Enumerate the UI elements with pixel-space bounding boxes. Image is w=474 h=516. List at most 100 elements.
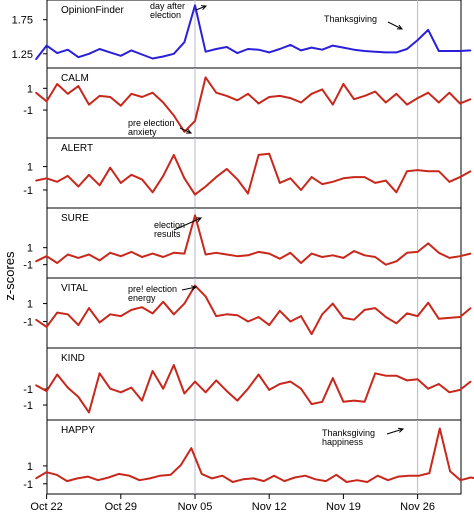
panel-title: ALERT — [61, 143, 93, 154]
data-point — [120, 391, 122, 394]
data-point — [141, 399, 143, 402]
data-point — [385, 374, 387, 377]
data-point — [88, 53, 90, 55]
data-point — [279, 383, 281, 385]
data-point — [342, 177, 345, 180]
data-point — [151, 57, 154, 60]
data-point — [183, 302, 186, 305]
data-point — [211, 477, 213, 480]
panel-frame — [46, 207, 462, 279]
data-point — [215, 379, 217, 382]
data-point — [221, 474, 224, 477]
data-point — [406, 379, 408, 382]
data-point — [88, 411, 90, 414]
data-point — [427, 242, 430, 245]
data-point — [395, 191, 398, 194]
data-point — [257, 102, 260, 105]
data-point — [289, 320, 292, 323]
x-tick-label: Nov 12 — [252, 501, 287, 513]
annotation-arrow — [386, 428, 404, 435]
annotation-arrow — [179, 127, 192, 134]
data-point — [98, 184, 101, 187]
data-point — [363, 309, 366, 311]
data-point — [353, 98, 355, 100]
annotation-text: election — [154, 220, 185, 230]
data-point — [35, 91, 37, 94]
data-point — [162, 387, 164, 390]
data-point — [289, 380, 292, 383]
data-point — [173, 252, 175, 254]
data-point — [469, 49, 472, 52]
data-point — [438, 170, 440, 172]
data-point — [374, 90, 377, 93]
data-point — [469, 380, 472, 383]
data-point — [98, 48, 101, 50]
data-point — [130, 309, 133, 311]
data-point — [236, 399, 239, 402]
data-point — [35, 384, 37, 387]
data-point — [289, 252, 292, 254]
data-point — [35, 179, 37, 182]
data-point — [98, 321, 101, 324]
data-point — [109, 313, 111, 316]
data-point — [120, 182, 122, 184]
data-point — [67, 253, 69, 256]
y-tick-label: 1.25 — [12, 49, 33, 61]
data-point — [427, 29, 430, 31]
data-point — [310, 252, 313, 255]
annotation-arrowhead — [195, 217, 203, 223]
data-point — [98, 95, 101, 97]
data-point — [268, 51, 271, 54]
series-line — [35, 152, 472, 196]
data-point — [310, 403, 313, 405]
data-point — [162, 256, 164, 258]
data-point — [45, 471, 48, 474]
data-point — [77, 257, 80, 259]
data-point — [363, 401, 366, 403]
data-point — [300, 49, 302, 52]
data-point — [141, 53, 143, 56]
data-point — [67, 175, 69, 177]
data-point — [279, 257, 281, 260]
data-point — [459, 389, 461, 391]
y-tick-label: -1 — [23, 400, 33, 412]
data-point — [438, 383, 440, 385]
data-point — [363, 176, 366, 178]
data-point — [469, 170, 472, 172]
data-point — [395, 93, 398, 95]
x-tick-label: Nov 19 — [326, 501, 361, 513]
series-line — [35, 4, 471, 60]
data-point — [448, 91, 451, 94]
data-point — [289, 97, 292, 99]
data-point — [56, 373, 58, 376]
annotation-text: happiness — [322, 437, 364, 447]
data-point — [77, 185, 80, 188]
annotation-arrow — [387, 21, 403, 30]
data-point — [247, 320, 249, 323]
data-point — [321, 48, 324, 51]
annotation-text: pre! election — [128, 284, 177, 294]
panel-frame — [46, 419, 462, 495]
panel-title: HAPPY — [61, 425, 95, 436]
annotation-text: results — [154, 229, 181, 239]
data-point — [149, 477, 151, 480]
data-point — [257, 154, 260, 156]
data-point — [289, 177, 292, 180]
data-point — [310, 176, 313, 178]
data-point — [35, 318, 37, 321]
data-point — [67, 93, 69, 95]
data-point — [353, 176, 355, 178]
data-point — [130, 174, 133, 176]
data-point — [353, 48, 355, 51]
data-point — [416, 378, 419, 381]
data-point — [395, 374, 398, 377]
data-point — [332, 181, 334, 183]
data-point — [459, 255, 461, 257]
data-point — [35, 477, 37, 480]
panel-alert: 1 -1 ALERT — [23, 137, 472, 209]
data-point — [300, 315, 302, 317]
panel-kind: -1 -1 KIND — [23, 347, 472, 421]
data-point — [470, 476, 472, 479]
data-point — [406, 103, 408, 106]
